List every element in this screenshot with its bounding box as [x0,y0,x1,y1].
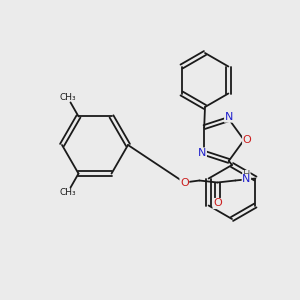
Text: CH₃: CH₃ [59,93,76,102]
Text: CH₃: CH₃ [59,188,76,197]
Text: N: N [225,112,233,122]
Text: N: N [242,175,250,184]
Text: O: O [213,199,222,208]
Text: O: O [243,135,251,145]
Text: N: N [198,148,206,158]
Text: O: O [180,178,189,188]
Text: H: H [243,170,250,181]
